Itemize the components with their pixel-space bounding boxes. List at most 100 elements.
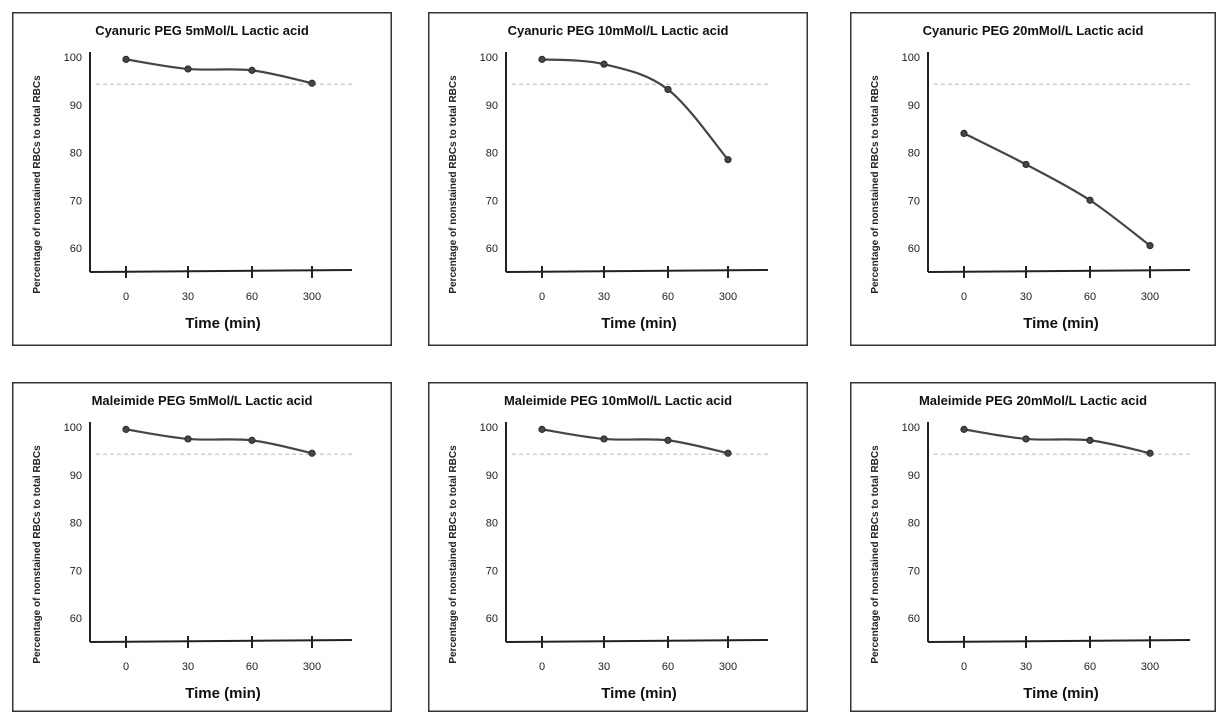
y-tick-label: 70 (70, 195, 82, 207)
x-axis-label: Time (min) (185, 315, 261, 332)
y-tick-label: 90 (486, 100, 498, 112)
data-point (1022, 160, 1030, 169)
x-tick-label: 30 (598, 291, 610, 303)
y-tick-label: 70 (70, 565, 82, 577)
chart-panel-1: Cyanuric PEG 5mMol/L Lactic acid Percenta… (12, 12, 392, 346)
series-line (963, 132, 1151, 247)
x-axis-label: Time (min) (185, 685, 261, 702)
series-line (541, 58, 729, 161)
panel-frame (428, 382, 808, 712)
x-tick-label: 30 (182, 291, 194, 303)
data-point (1022, 435, 1030, 443)
data-point (1086, 436, 1094, 444)
x-tick-label: 300 (303, 661, 321, 673)
chart-title: Cyanuric PEG 10mMol/L Lactic acid (508, 23, 729, 38)
y-tick-label: 90 (70, 470, 82, 482)
chart-panel-4: Maleimide PEG 5mMol/L Lactic acid Percent… (12, 382, 392, 712)
x-axis (89, 639, 353, 643)
y-tick-label: 80 (70, 518, 82, 530)
x-axis-label: Time (min) (1023, 315, 1099, 332)
y-tick-label: 60 (908, 613, 920, 625)
y-tick-label: 100 (480, 52, 498, 64)
x-tick-label: 60 (662, 661, 674, 673)
data-point (960, 425, 968, 433)
y-tick-label: 100 (902, 422, 920, 434)
y-tick-label: 70 (908, 195, 920, 207)
series-line (963, 428, 1151, 455)
data-point (1146, 449, 1154, 457)
y-tick-label: 100 (902, 52, 920, 64)
y-axis-label: Percentage of nonstained RBCs to total R… (448, 445, 459, 664)
y-tick-label: 70 (486, 565, 498, 577)
data-point (122, 55, 130, 63)
panel-frame (428, 12, 808, 346)
x-tick-label: 0 (539, 661, 545, 673)
y-tick-label: 60 (70, 613, 82, 625)
x-axis-label: Time (min) (1023, 685, 1099, 702)
x-tick-label: 0 (961, 661, 967, 673)
x-axis (927, 639, 1191, 643)
x-tick-label: 0 (123, 291, 129, 303)
x-axis-label: Time (min) (601, 315, 677, 332)
chart-panel-3: Cyanuric PEG 20mMol/L Lactic acid Percent… (850, 12, 1216, 346)
y-axis-label: Percentage of nonstained RBCs to total R… (32, 445, 43, 664)
data-point (600, 435, 608, 443)
x-tick-label: 30 (182, 661, 194, 673)
x-tick-label: 300 (1141, 661, 1159, 673)
y-tick-label: 100 (64, 52, 82, 64)
x-tick-label: 60 (1084, 291, 1096, 303)
data-point (538, 55, 546, 63)
data-point (600, 60, 608, 68)
y-axis-label: Percentage of nonstained RBCs to total R… (448, 75, 459, 294)
data-point (1146, 242, 1154, 250)
panel-frame (850, 382, 1216, 712)
x-tick-label: 30 (1020, 291, 1032, 303)
panel-frame (12, 382, 392, 712)
x-axis (89, 269, 353, 273)
data-point (248, 436, 256, 444)
x-tick-label: 60 (1084, 661, 1096, 673)
series-line (125, 58, 313, 85)
x-tick-label: 60 (246, 291, 258, 303)
data-point (248, 66, 256, 74)
x-tick-label: 60 (246, 661, 258, 673)
x-axis (927, 269, 1191, 273)
data-point (184, 435, 192, 443)
data-point (664, 85, 672, 94)
y-tick-label: 60 (70, 243, 82, 255)
x-tick-label: 0 (539, 291, 545, 303)
y-tick-label: 80 (486, 148, 498, 160)
data-point (184, 65, 192, 73)
y-tick-label: 90 (908, 470, 920, 482)
data-point (538, 425, 546, 433)
chart-title: Maleimide PEG 10mMol/L Lactic acid (504, 393, 732, 408)
x-tick-label: 60 (662, 291, 674, 303)
y-tick-label: 90 (70, 100, 82, 112)
y-tick-label: 80 (70, 148, 82, 160)
y-tick-label: 60 (486, 613, 498, 625)
data-point (724, 449, 732, 457)
data-point (122, 425, 130, 433)
chart-title: Maleimide PEG 5mMol/L Lactic acid (92, 393, 313, 408)
data-point (1086, 196, 1094, 204)
y-tick-label: 60 (486, 243, 498, 255)
data-point (724, 156, 732, 164)
y-tick-label: 80 (908, 518, 920, 530)
series-line (125, 428, 313, 455)
chart-title: Cyanuric PEG 20mMol/L Lactic acid (923, 23, 1144, 38)
data-point (664, 436, 672, 444)
x-axis (505, 639, 769, 643)
chart-panel-5: Maleimide PEG 10mMol/L Lactic acid Percen… (428, 382, 808, 712)
y-axis-label: Percentage of nonstained RBCs to total R… (870, 445, 881, 664)
y-tick-label: 80 (486, 518, 498, 530)
y-tick-label: 80 (908, 148, 920, 160)
x-axis-label: Time (min) (601, 685, 677, 702)
x-tick-label: 300 (719, 661, 737, 673)
y-axis-label: Percentage of nonstained RBCs to total R… (32, 75, 43, 294)
data-point (308, 449, 316, 457)
x-tick-label: 300 (719, 291, 737, 303)
series-line (541, 428, 729, 455)
chart-title: Maleimide PEG 20mMol/L Lactic acid (919, 393, 1147, 408)
x-tick-label: 0 (123, 661, 129, 673)
chart-panel-2: Cyanuric PEG 10mMol/L Lactic acid Percent… (428, 12, 808, 346)
